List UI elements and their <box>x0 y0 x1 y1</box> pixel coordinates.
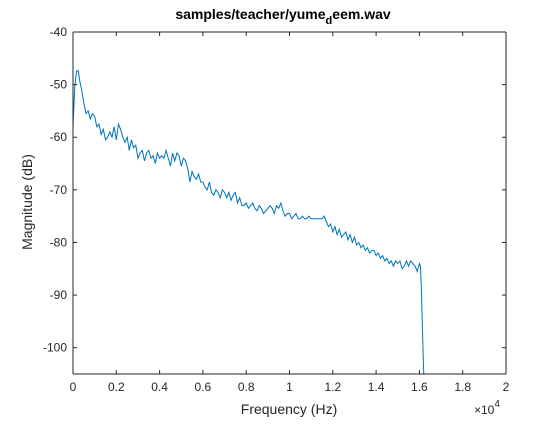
y-tick-label: -50 <box>50 78 68 92</box>
x-tick-label: 0.4 <box>151 380 168 394</box>
y-tick-label: -70 <box>50 183 68 197</box>
y-tick-label: -90 <box>50 288 68 302</box>
x-axis-label: Frequency (Hz) <box>241 401 337 417</box>
x-tick-label: 2 <box>503 380 510 394</box>
x-tick-label: 1.2 <box>324 380 341 394</box>
x-tick-label: 0.6 <box>195 380 212 394</box>
y-axis-label: Magnitude (dB) <box>19 154 35 250</box>
series-line-1 <box>73 69 425 374</box>
y-tick-label: -60 <box>50 130 68 144</box>
x-exponent-label: ×104 <box>474 399 500 417</box>
chart-title: samples/teacher/yumedeem.wav <box>175 6 391 27</box>
line-layer <box>73 69 425 374</box>
x-tick-label: 0.8 <box>238 380 255 394</box>
y-tick-label: -100 <box>43 341 67 355</box>
x-tick-label: 0 <box>70 380 77 394</box>
x-tick-label: 1.4 <box>368 380 385 394</box>
y-tick-label: -40 <box>50 25 68 39</box>
x-tick-label: 1.6 <box>411 380 428 394</box>
y-tick-label: -80 <box>50 235 68 249</box>
tick-layer: 0 0.2 0.4 0.6 0.8 1 1.2 1.4 1.6 1.8 2 -40 -50 -60 -70 -… <box>43 25 510 394</box>
x-tick-label: 1.8 <box>454 380 471 394</box>
x-tick-label: 1 <box>286 380 293 394</box>
plot-area <box>73 32 506 374</box>
x-tick-label: 0.2 <box>108 380 125 394</box>
